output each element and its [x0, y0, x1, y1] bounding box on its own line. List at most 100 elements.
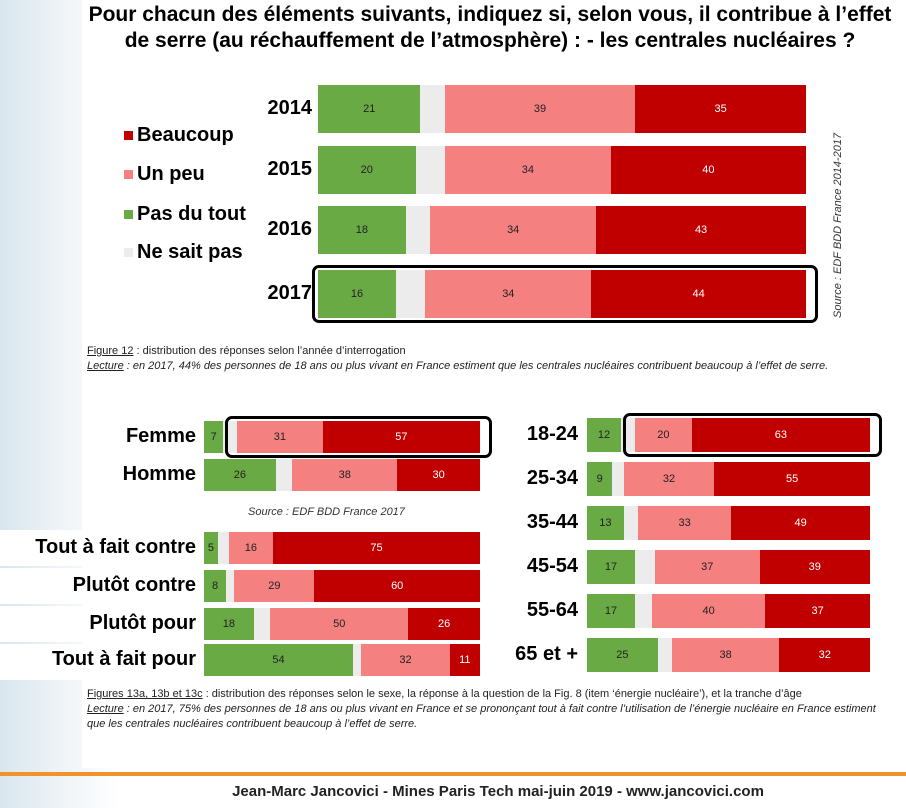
highlight-box — [225, 416, 492, 458]
segment-un-peu: 33 — [637, 506, 732, 540]
data-label: 29 — [268, 580, 281, 592]
slide-title: Pour chacun des éléments suivants, indiq… — [88, 3, 892, 52]
caption1-lecture: Lecture — [87, 360, 124, 372]
data-label: 8 — [211, 580, 219, 592]
segment-un-peu: 34 — [430, 206, 597, 254]
data-label: 13 — [599, 517, 612, 529]
legend-item-un-peu: Un peu — [124, 163, 205, 186]
data-label: 17 — [604, 605, 618, 617]
segment-ne-sait-pas — [353, 644, 362, 676]
segment-un-peu: 37 — [654, 550, 760, 584]
label-bg — [0, 568, 200, 604]
segment-pas-du-tout: 20 — [318, 146, 416, 194]
segment-un-peu: 31 — [237, 421, 323, 453]
segment-ne-sait-pas — [253, 608, 271, 640]
footer-rule — [0, 772, 906, 776]
segment-ne-sait-pas — [275, 459, 293, 491]
legend-label: Beaucoup — [137, 124, 234, 146]
segment-beaucoup: 44 — [591, 270, 806, 318]
segment-un-peu: 40 — [652, 594, 766, 628]
segment-un-peu: 16 — [228, 532, 273, 564]
data-label: 75 — [370, 542, 383, 554]
bar-row: 20 34 40 — [318, 146, 806, 194]
segment-pas-du-tout: 7 — [204, 421, 224, 453]
segment-ne-sait-pas — [415, 146, 445, 194]
data-label: 37 — [811, 605, 824, 617]
data-label: 40 — [702, 605, 715, 617]
data-label: 26 — [437, 618, 451, 630]
bar-row: 13 33 49 — [587, 506, 870, 540]
data-label: 20 — [360, 164, 373, 176]
bar-row: 26 38 30 — [204, 459, 480, 491]
source-small: Source : EDF BDD France 2017 — [248, 506, 405, 518]
data-label: 39 — [533, 103, 547, 115]
segment-beaucoup: 60 — [314, 570, 480, 602]
data-label: 32 — [662, 473, 676, 485]
segment-beaucoup: 30 — [397, 459, 480, 491]
data-label: 26 — [233, 469, 246, 481]
segment-beaucoup: 40 — [610, 146, 806, 194]
segment-pas-du-tout: 18 — [318, 206, 406, 254]
highlight-box — [312, 265, 818, 323]
caption2-lecture-text: : en 2017, 75% des personnes de 18 ans o… — [87, 703, 876, 730]
data-label: 20 — [657, 429, 670, 441]
caption2-fig: Figures 13a, 13b et 13c — [87, 688, 203, 700]
segment-beaucoup: 35 — [635, 85, 806, 133]
data-label: 60 — [391, 580, 404, 592]
caption-figures-13: Figures 13a, 13b et 13c : distribution d… — [87, 687, 887, 732]
segment-pas-du-tout: 54 — [204, 644, 354, 676]
segment-pas-du-tout: 26 — [204, 459, 276, 491]
bar-row: 21 39 35 — [318, 85, 806, 133]
category-label: 55-64 — [526, 599, 578, 621]
segment-pas-du-tout: 21 — [318, 85, 421, 133]
category-label: Plutôt pour — [89, 612, 196, 634]
footer-credit: Jean-Marc Jancovici - Mines Paris Tech m… — [232, 783, 764, 800]
category-label: 2014 — [267, 97, 313, 119]
segment-beaucoup: 57 — [322, 421, 480, 453]
data-label: 18 — [222, 618, 235, 630]
legend-item-ne-sait-pas: Ne sait pas — [124, 241, 243, 264]
segment-un-peu: 34 — [425, 270, 592, 318]
bar-row: 16 34 44 — [318, 270, 806, 318]
segment-pas-du-tout: 8 — [204, 570, 227, 602]
segment-pas-du-tout: 17 — [587, 594, 636, 628]
data-label: 57 — [395, 431, 408, 443]
category-label: 65 et + — [515, 643, 578, 665]
segment-un-peu: 39 — [444, 85, 636, 133]
data-label: 18 — [355, 224, 369, 236]
data-label: 34 — [502, 288, 515, 300]
segment-pas-du-tout: 12 — [587, 418, 621, 452]
category-label: Homme — [122, 463, 196, 485]
category-label: 35-44 — [526, 511, 578, 533]
data-label: 38 — [719, 649, 732, 661]
category-label: Plutôt contre — [72, 574, 196, 596]
category-label: Femme — [125, 425, 196, 447]
data-label: 40 — [702, 164, 715, 176]
segment-beaucoup: 63 — [691, 418, 870, 452]
legend-item-beaucoup: Beaucoup — [124, 124, 234, 147]
data-label: 21 — [363, 103, 376, 115]
category-label: 45-54 — [526, 555, 578, 577]
data-label: 49 — [794, 517, 807, 529]
data-label: 31 — [273, 431, 286, 443]
legend-item-pas-du-tout: Pas du tout — [124, 203, 246, 226]
segment-ne-sait-pas — [226, 570, 235, 602]
caption-figure-12: Figure 12 : distribution des réponses se… — [87, 344, 887, 374]
segment-un-peu: 38 — [671, 638, 780, 672]
caption1-lecture-text: : en 2017, 44% des personnes de 18 ans o… — [123, 360, 829, 372]
category-label: 25-34 — [526, 467, 578, 489]
category-label: 2015 — [267, 158, 313, 180]
data-label: 54 — [272, 654, 285, 666]
segment-pas-du-tout: 9 — [587, 462, 613, 496]
caption2-lecture: Lecture — [87, 703, 124, 715]
bar-row: 17 40 37 — [587, 594, 870, 628]
bar-row: 17 37 39 — [587, 550, 870, 584]
segment-un-peu: 38 — [292, 459, 398, 491]
data-label: 16 — [244, 542, 258, 554]
segment-beaucoup: 75 — [273, 532, 480, 564]
data-label: 16 — [350, 288, 364, 300]
caption1-fig-text: : distribution des réponses selon l’anné… — [133, 345, 406, 357]
data-label: 37 — [701, 561, 714, 573]
legend-label: Ne sait pas — [137, 241, 243, 263]
